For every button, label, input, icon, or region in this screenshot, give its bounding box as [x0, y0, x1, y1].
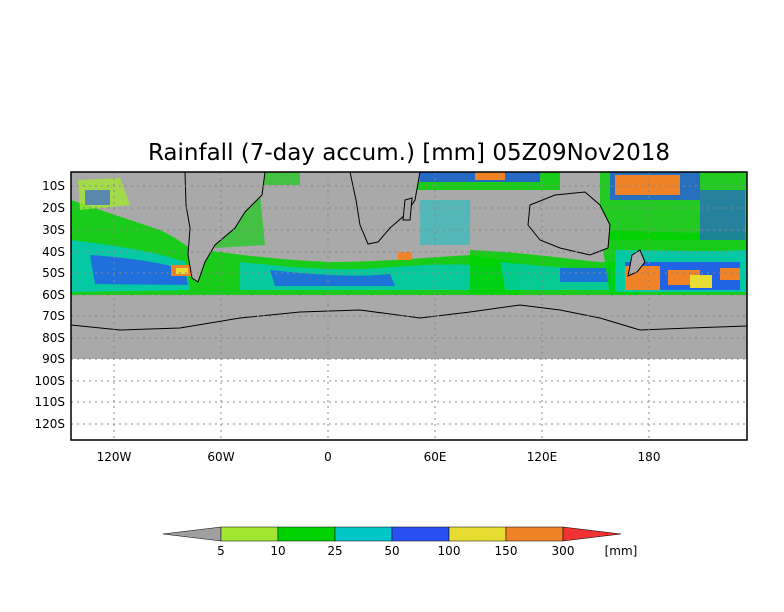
lon-tick-label: 120W — [97, 450, 132, 464]
new-zealand-landmass — [627, 249, 646, 277]
legend-label: 5 — [217, 544, 225, 558]
lat-tick-label: 60S — [42, 288, 65, 302]
lat-tick-label: 50S — [42, 266, 65, 280]
legend-label: 10 — [270, 544, 285, 558]
legend-above-triangle — [562, 526, 622, 542]
lat-tick-label: 20S — [42, 201, 65, 215]
legend-label: 100 — [438, 544, 461, 558]
lat-tick-label: 80S — [42, 331, 65, 345]
lat-tick-label: 120S — [34, 417, 65, 431]
legend-label: 300 — [552, 544, 575, 558]
legend-swatch — [220, 526, 279, 542]
map-plot-area — [71, 172, 747, 440]
legend-swatch — [334, 526, 393, 542]
longitude-axis: 120W 60W 0 60E 120E 180 — [97, 450, 661, 464]
lat-tick-label: 10S — [42, 179, 65, 193]
lat-tick-label: 110S — [34, 395, 65, 409]
legend-swatch — [277, 526, 336, 542]
australia-landmass — [527, 191, 611, 256]
lon-tick-label: 60E — [424, 450, 447, 464]
lon-tick-label: 60W — [207, 450, 234, 464]
lat-tick-label: 40S — [42, 245, 65, 259]
plot-frame — [70, 171, 748, 441]
lon-tick-label: 0 — [324, 450, 332, 464]
legend-label: 25 — [327, 544, 342, 558]
legend-swatch — [505, 526, 564, 542]
coastlines — [71, 172, 747, 331]
lat-tick-label: 90S — [42, 352, 65, 366]
color-legend: 5 10 25 50 100 150 300 [mm] — [162, 526, 638, 558]
gridlines — [71, 172, 747, 440]
legend-label: 50 — [384, 544, 399, 558]
madagascar-landmass — [402, 197, 413, 221]
legend-swatch — [448, 526, 507, 542]
legend-below-triangle — [162, 526, 222, 542]
lat-tick-label: 100S — [34, 374, 65, 388]
antarctica-coastline — [71, 304, 747, 331]
lon-tick-label: 120E — [527, 450, 558, 464]
latitude-axis: 10S 20S 30S 40S 50S 60S 70S 80S 90S 100S… — [34, 179, 65, 431]
lat-tick-label: 30S — [42, 223, 65, 237]
legend-swatch — [391, 526, 450, 542]
map-title: Rainfall (7-day accum.) [mm] 05Z09Nov201… — [148, 140, 670, 166]
legend-label: 150 — [495, 544, 518, 558]
legend-unit: [mm] — [605, 544, 638, 558]
lon-tick-label: 180 — [638, 450, 661, 464]
lat-tick-label: 70S — [42, 309, 65, 323]
south-america-landmass — [184, 172, 266, 283]
